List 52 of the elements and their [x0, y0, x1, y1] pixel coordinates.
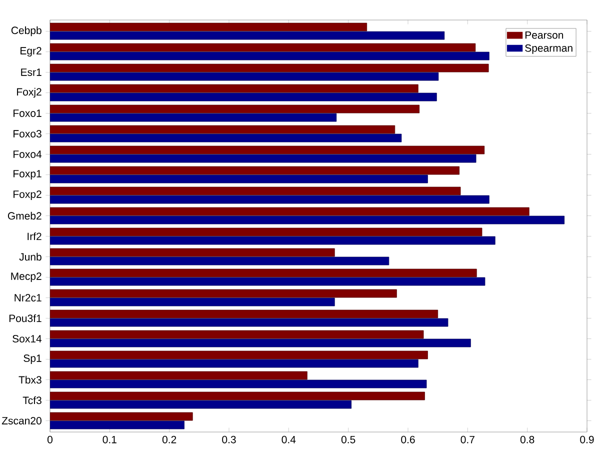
y-tick-label: Egr2 — [20, 47, 42, 57]
y-tick-label: Foxj2 — [17, 88, 42, 98]
y-tick-label: Tbx3 — [18, 376, 42, 384]
y-tick-label: Gmeb2 — [8, 212, 42, 220]
y-tick-label: Sox14 — [12, 335, 42, 342]
y-tick-label: Tcf3 — [22, 396, 42, 404]
y-tick-label: Zscan20 — [2, 417, 42, 424]
bar — [50, 236, 496, 245]
y-tick-label: Pou3f1 — [9, 314, 42, 322]
legend-label: Pearson — [525, 31, 564, 39]
y-tick-label: Foxo3 — [14, 130, 42, 138]
y-tick-label: Irf2 — [28, 232, 42, 240]
x-tick-label: 0.5 — [341, 436, 356, 444]
bar — [50, 92, 437, 102]
y-tick-label: Cebpb — [11, 26, 42, 36]
bar — [50, 134, 402, 142]
y-tick-label: Nr2c1 — [14, 294, 42, 302]
bar — [50, 380, 427, 388]
y-tick-label: Foxp1 — [14, 170, 42, 180]
bar — [50, 216, 565, 224]
bar — [50, 359, 418, 368]
x-tick-label: 0.7 — [460, 436, 474, 444]
y-tick-label: Foxo4 — [14, 150, 42, 158]
bar — [50, 113, 337, 122]
x-tick-label: 0.6 — [401, 436, 415, 444]
y-tick-label: Sp1 — [24, 354, 42, 364]
x-tick-label: 0.9 — [580, 436, 594, 444]
y-tick-label: Esr1 — [21, 68, 42, 76]
x-tick-label: 0.1 — [102, 436, 116, 444]
bar — [50, 174, 428, 184]
bar — [50, 318, 448, 327]
bar — [50, 338, 471, 348]
bar — [50, 298, 335, 306]
x-tick-label: 0 — [47, 436, 53, 444]
y-tick-label: Foxp2 — [14, 190, 42, 200]
bar — [50, 277, 486, 286]
x-tick-label: 0.2 — [162, 436, 176, 444]
x-tick-label: 0.3 — [222, 436, 236, 444]
y-tick-label: Foxo1 — [14, 110, 42, 117]
bar — [50, 400, 352, 409]
y-tick-label: Junb — [19, 252, 42, 261]
bar — [50, 72, 439, 81]
bar — [50, 31, 445, 40]
bar — [50, 195, 490, 204]
x-tick-label: 0.8 — [520, 436, 534, 444]
bar — [50, 52, 490, 60]
bar — [50, 256, 390, 266]
x-tick-label: 0.4 — [282, 436, 296, 444]
y-tick-label: Mecp2 — [11, 272, 42, 282]
legend-label: Spearman — [525, 44, 572, 54]
bar — [50, 420, 184, 430]
bar — [50, 154, 476, 163]
